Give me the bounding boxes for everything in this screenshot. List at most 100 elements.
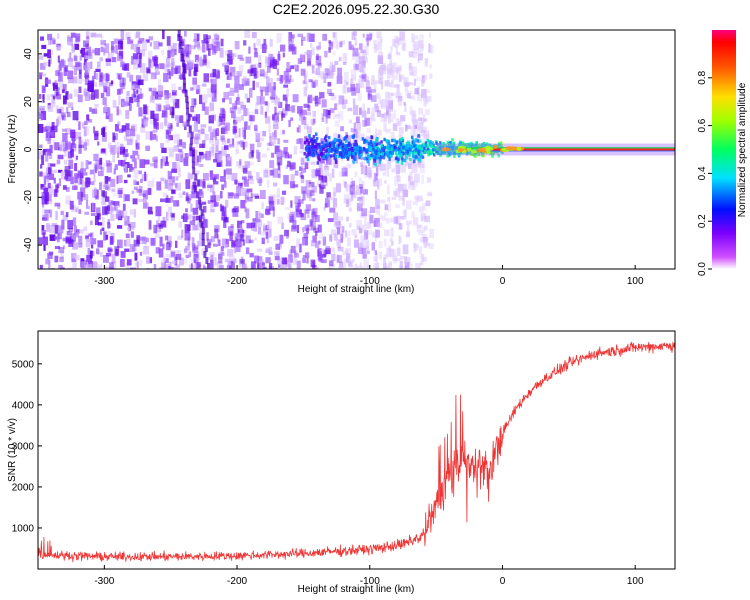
spectrogram-cell xyxy=(102,82,108,89)
spectrogram-cell xyxy=(326,88,332,95)
spectrogram-cell xyxy=(265,62,269,67)
spectrogram-cell xyxy=(79,55,82,61)
spectrogram-cell xyxy=(56,95,61,100)
spectrogram-cell xyxy=(83,40,89,48)
spectrogram-cell xyxy=(296,138,302,145)
spectrogram-cell xyxy=(274,255,280,261)
spectrogram-cell xyxy=(396,67,402,72)
spectrogram-cell xyxy=(325,116,328,124)
spectrogram-cell xyxy=(374,103,379,108)
spectrogram-cell xyxy=(182,213,188,223)
spectrogram-cell xyxy=(81,172,88,176)
spectrogram-cell xyxy=(381,81,384,90)
spectrogram-cell xyxy=(62,185,67,190)
spectrogram-cell xyxy=(102,127,106,138)
spectrogram-cell xyxy=(43,175,47,185)
spectrogram-cell xyxy=(202,264,206,269)
spectrogram-cell xyxy=(300,175,304,179)
spectrogram-cell xyxy=(102,254,109,263)
spectrogram-cell xyxy=(362,146,366,151)
spectrogram-cell xyxy=(336,254,340,263)
spectrogram-cell xyxy=(206,60,211,69)
spectrogram-cell xyxy=(201,102,206,111)
spectrogram-cell xyxy=(116,175,119,184)
spectrogram-cell xyxy=(48,259,51,269)
spectrogram-cell xyxy=(287,212,292,221)
spectrogram-cell xyxy=(178,148,183,153)
spectrogram-cell xyxy=(280,150,286,158)
spectrogram-cell xyxy=(227,261,234,267)
spectrogram-cell xyxy=(75,33,81,42)
spectrogram-cell xyxy=(434,146,438,151)
spectrogram-cell xyxy=(86,254,93,262)
spectrogram-cell xyxy=(325,134,328,139)
spectrogram-cell xyxy=(233,258,237,264)
spectrogram-cell xyxy=(388,113,392,124)
spectrogram-cell xyxy=(144,117,149,121)
spectrogram-cell xyxy=(300,40,304,46)
spectrogram-cell xyxy=(306,145,309,149)
spectrogram-cell xyxy=(333,220,339,228)
spectrogram-cell xyxy=(72,252,77,259)
spectrogram-cell xyxy=(225,71,228,75)
spectrogram-cell xyxy=(143,106,149,115)
spectrogram-cell xyxy=(42,149,46,156)
spectrogram-cell xyxy=(71,44,75,53)
spectrogram-cell xyxy=(269,96,275,100)
spectrogram-cell xyxy=(374,190,377,199)
spectrogram-cell xyxy=(107,219,111,225)
spectrogram-cell xyxy=(223,181,227,188)
spectrogram-cell xyxy=(58,264,63,269)
spectrogram-cell xyxy=(383,145,387,150)
spectrogram-cell xyxy=(155,71,161,75)
spectrogram-cell xyxy=(409,181,415,186)
spectrogram-cell xyxy=(312,118,316,124)
spectrogram-cell xyxy=(106,177,111,182)
spectrogram-cell xyxy=(95,72,99,80)
spectrogram-cell xyxy=(409,95,414,99)
spectrogram-cell xyxy=(358,195,364,204)
spectrogram-cell xyxy=(39,264,43,269)
spectrogram-cell xyxy=(239,57,245,61)
spectrogram-cell xyxy=(319,145,323,150)
spectrogram-cell xyxy=(254,195,260,199)
spectrogram-cell xyxy=(366,159,369,164)
spectrogram-cell xyxy=(117,52,123,62)
spectrogram-cell xyxy=(309,119,314,124)
spectrogram-cell xyxy=(221,146,227,156)
spectrogram-cell xyxy=(362,188,366,193)
snr-x-label: Height of straight line (km) xyxy=(298,584,415,595)
spectrogram-cell xyxy=(366,34,373,40)
spectrogram-cell xyxy=(95,160,98,170)
spectrogram-cell xyxy=(277,173,281,178)
spectrogram-cell xyxy=(289,78,294,83)
spectrogram-cell xyxy=(292,94,299,103)
spectrogram-cell xyxy=(193,255,197,260)
spectrogram-cell xyxy=(106,186,111,191)
spectrogram-cell xyxy=(331,147,334,152)
spectrogram-cell xyxy=(315,267,319,269)
spectrogram-cell xyxy=(401,158,404,162)
spectrogram-cell xyxy=(41,155,45,165)
spectrogram-cell xyxy=(280,197,286,204)
spectrogram-cell xyxy=(195,215,200,221)
spectrogram-cell xyxy=(242,175,247,185)
spectrogram-cell xyxy=(237,107,242,114)
spectrogram-cell xyxy=(160,220,167,228)
spectrogram-cell xyxy=(181,53,185,61)
spectrogram-cell xyxy=(451,146,454,150)
y-tick-label: -40 xyxy=(23,237,34,252)
spectrogram-cell xyxy=(129,221,136,228)
spectrogram-cell xyxy=(179,139,182,146)
spectrogram-cell xyxy=(145,131,151,140)
spectrogram-cell xyxy=(351,148,354,153)
spectrogram-cell xyxy=(373,158,376,163)
spectrogram-cell xyxy=(383,257,386,264)
spectrogram-cell xyxy=(57,154,64,160)
spectrogram-cell xyxy=(281,262,288,269)
spectrogram-cell xyxy=(181,229,184,238)
spectrogram-cell xyxy=(315,140,318,144)
spectrogram-cell xyxy=(322,236,327,246)
spectrogram-cell xyxy=(336,148,339,152)
spectrogram-cell xyxy=(283,139,289,143)
